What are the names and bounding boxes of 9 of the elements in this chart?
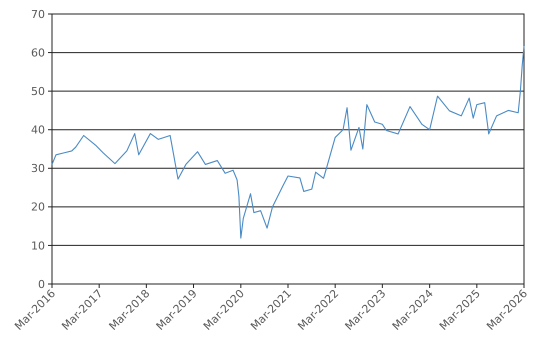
y-tick-label: 60: [31, 46, 45, 60]
y-tick-label: 0: [38, 278, 45, 291]
y-tick-label: 40: [31, 124, 45, 137]
line-series: [51, 45, 525, 239]
y-tick-label: 10: [31, 239, 45, 252]
y-tick-label: 30: [31, 162, 45, 176]
y-tick-label: 20: [31, 200, 45, 214]
y-tick-label: 50: [31, 84, 45, 98]
y-tick-label: 70: [31, 8, 45, 21]
